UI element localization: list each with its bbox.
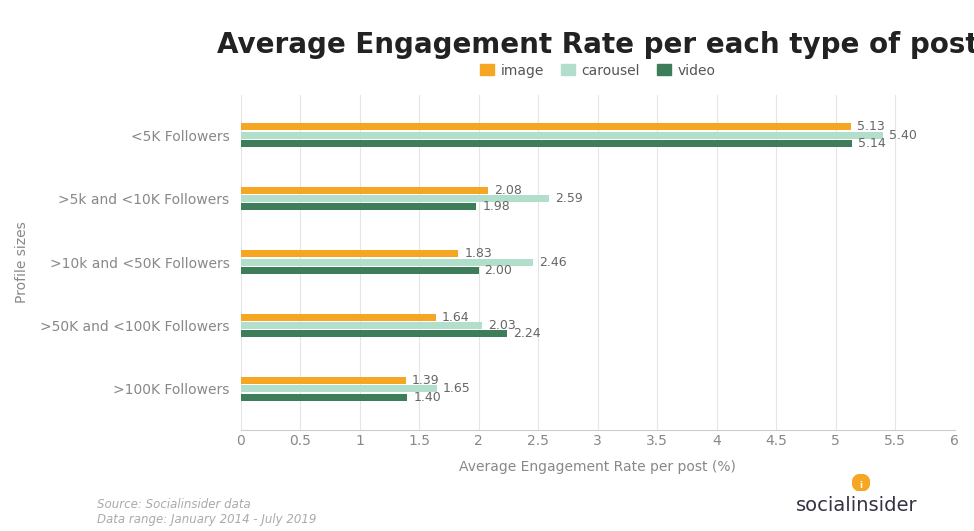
Bar [241, 330, 507, 337]
Text: i: i [859, 481, 863, 490]
Text: 2.46: 2.46 [540, 255, 567, 269]
Bar [241, 203, 476, 210]
Text: 1.83: 1.83 [465, 247, 492, 260]
Bar [241, 132, 883, 139]
Bar [241, 322, 482, 329]
Text: socialinsider: socialinsider [797, 496, 918, 515]
Text: 1.64: 1.64 [442, 311, 469, 324]
Text: 1.39: 1.39 [412, 374, 439, 387]
Bar [241, 377, 406, 384]
Bar [241, 123, 851, 131]
Circle shape [852, 474, 870, 491]
Text: 5.14: 5.14 [858, 137, 886, 150]
Text: 2.03: 2.03 [488, 319, 516, 332]
Bar [241, 386, 437, 392]
Text: 5.13: 5.13 [857, 121, 884, 133]
Bar [241, 140, 852, 147]
Text: 5.40: 5.40 [889, 129, 917, 142]
Title: Average Engagement Rate per each type of post: Average Engagement Rate per each type of… [217, 31, 974, 59]
Text: 2.00: 2.00 [485, 264, 512, 277]
Text: Source: Socialinsider data
Data range: January 2014 - July 2019: Source: Socialinsider data Data range: J… [97, 498, 317, 526]
Bar [241, 267, 478, 274]
Bar [241, 314, 435, 321]
Text: 1.98: 1.98 [482, 200, 510, 213]
Text: 1.65: 1.65 [443, 382, 470, 396]
Bar [241, 195, 549, 202]
Bar [241, 187, 488, 194]
Text: 1.40: 1.40 [413, 391, 441, 404]
Text: 2.59: 2.59 [555, 192, 582, 205]
Bar [241, 250, 459, 258]
X-axis label: Average Engagement Rate per post (%): Average Engagement Rate per post (%) [459, 459, 736, 474]
Bar [241, 259, 534, 266]
Text: 2.24: 2.24 [513, 327, 541, 340]
Text: 2.08: 2.08 [494, 184, 522, 197]
Legend: image, carousel, video: image, carousel, video [474, 58, 721, 83]
Y-axis label: Profile sizes: Profile sizes [15, 221, 29, 303]
Bar [241, 393, 407, 401]
